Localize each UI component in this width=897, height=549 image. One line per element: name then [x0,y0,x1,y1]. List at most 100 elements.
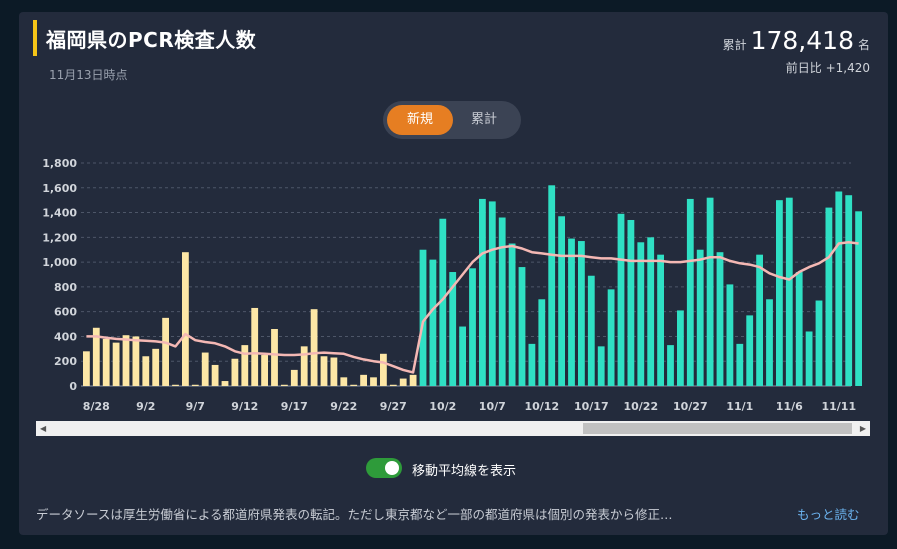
bar [290,369,298,386]
x-tick-label: 11/11 [821,400,856,412]
bar [508,243,516,386]
bar [300,346,308,386]
total-summary: 累計 178,418 名 [723,26,870,55]
bar [92,327,100,386]
bar [686,198,694,386]
bar [112,342,120,386]
x-tick-label: 9/27 [380,400,407,412]
bar [597,346,605,386]
x-tick-label: 10/27 [673,400,708,412]
bar [132,336,140,386]
bar [716,252,724,386]
scroll-left-icon[interactable]: ◀ [40,424,47,433]
bar [528,343,536,386]
y-tick-label: 1,600 [42,182,77,195]
bar [637,242,645,386]
bar [617,213,625,386]
y-tick-label: 400 [54,330,77,343]
bar [677,310,684,386]
bar [488,201,496,386]
x-tick-label: 10/17 [574,400,609,412]
bar [281,384,288,386]
bar [835,191,843,386]
x-tick-label: 8/28 [83,400,110,412]
bar [409,374,417,386]
bar [726,284,734,386]
x-tick-label: 10/12 [524,400,559,412]
y-tick-label: 1,800 [42,157,77,170]
x-tick-label: 9/7 [186,400,205,412]
x-tick-label: 9/12 [231,400,258,412]
bar [122,335,130,386]
x-tick-label: 10/22 [623,400,658,412]
bar [389,384,397,386]
bar [380,353,387,386]
bar [340,377,348,386]
bar [706,197,714,386]
bar [172,384,179,386]
bar [152,348,160,386]
bar [538,299,546,386]
y-tick-label: 1,000 [42,256,77,269]
total-value: 178,418 [750,26,854,55]
bar [578,241,585,386]
scrollbar-thumb[interactable] [583,423,852,434]
moving-average-switch[interactable] [366,458,402,478]
bar [627,219,635,386]
as-of-date: 11月13日時点 [49,68,128,82]
bar [459,326,466,386]
bar [587,275,595,386]
y-tick-label: 1,400 [42,207,77,220]
bar [479,198,486,386]
bar [607,289,615,386]
switch-knob [385,461,399,475]
bar [261,355,268,386]
bar [756,254,763,386]
x-tick-label: 9/17 [281,400,308,412]
bar [320,356,328,386]
bar [83,351,90,386]
y-tick-label: 1,200 [42,231,77,244]
bar [825,207,833,386]
bar [251,307,259,386]
y-tick-label: 200 [54,355,77,368]
bar [845,195,853,386]
bar [231,358,239,386]
bar [568,238,575,386]
bar [419,249,427,386]
bar [647,237,655,386]
day-over-day-change: 前日比 +1,420 [785,61,870,75]
bar [558,216,565,386]
y-tick-label: 0 [69,380,77,393]
data-source-note: データソースは厚生労働省による都道府県発表の転記。ただし東京都など一部の都道府県… [36,507,673,522]
bar [330,357,338,386]
bar [102,338,110,386]
bar [776,200,783,386]
bar [785,197,793,386]
bar [370,377,377,386]
chart-title: 福岡県のPCR検査人数 [46,28,257,52]
bar [360,374,367,386]
chart-card: 福岡県のPCR検査人数 11月13日時点 累計 178,418 名 前日比 +1,4… [19,12,888,535]
bar [795,272,803,386]
bar [429,259,437,386]
bar [746,315,754,386]
tab-new[interactable]: 新規 [387,105,453,135]
bar [736,343,744,386]
bar [201,352,209,386]
bar [350,384,358,386]
bar [162,317,169,386]
tab-cumulative[interactable]: 累計 [470,112,497,127]
bar [211,364,219,386]
bar [271,329,278,386]
x-tick-label: 10/2 [429,400,456,412]
moving-average-line [86,241,859,374]
bar [449,272,457,386]
scroll-right-icon[interactable]: ▶ [859,424,866,433]
bar [815,300,823,386]
read-more-link[interactable]: もっと読む [797,507,860,522]
bar [182,252,189,386]
chart-scrollbar[interactable]: ◀ ▶ [36,421,870,436]
bar [548,185,556,386]
bar [805,331,813,386]
